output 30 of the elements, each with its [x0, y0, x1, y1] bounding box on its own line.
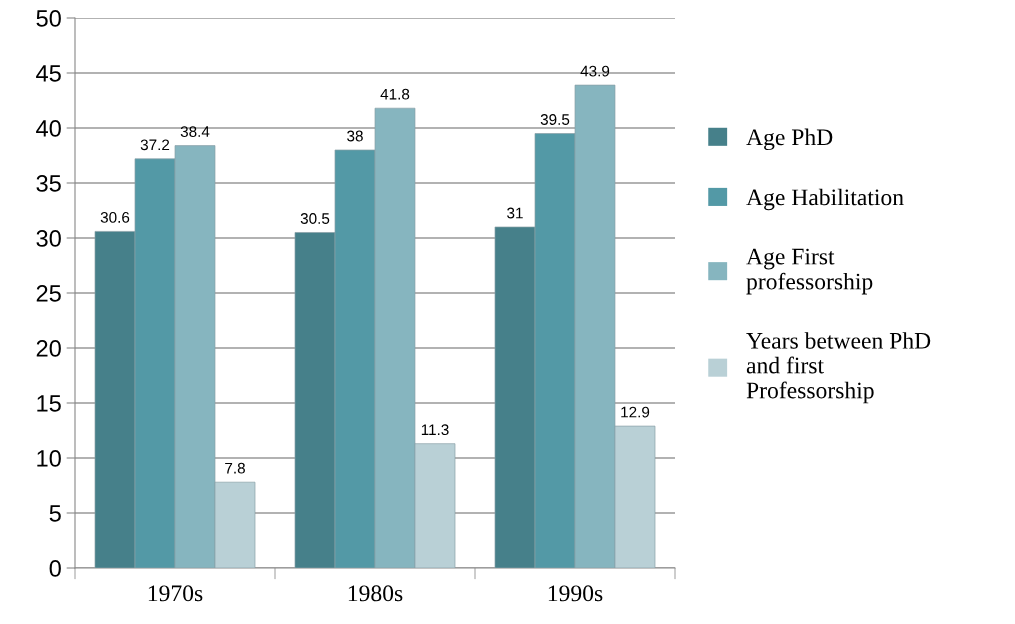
y-tick-label: 10: [37, 450, 61, 467]
legend-label: Age Habilitation: [746, 188, 904, 211]
x-tick-label: 1980s: [348, 585, 403, 602]
legend-label: Age First professorship: [746, 248, 873, 295]
data-label: 43.9: [580, 65, 610, 77]
y-tick-label: 45: [36, 65, 61, 82]
legend-label: Years between PhD and first Professorship: [746, 332, 931, 404]
data-label: 37.2: [140, 139, 170, 151]
legend-label: Age PhD: [746, 128, 833, 151]
data-label: 38.4: [180, 126, 210, 138]
y-tick-label: 20: [36, 340, 61, 357]
y-tick-label: 15: [37, 395, 61, 412]
y-tick-label: 40: [36, 120, 61, 137]
data-label: 11.3: [421, 424, 449, 436]
y-tick-label: 50: [36, 10, 61, 27]
y-tick-label: 25: [36, 285, 61, 302]
data-label: 12.9: [621, 406, 650, 418]
x-tick-label: 1970s: [148, 585, 203, 602]
y-tick-label: 35: [36, 175, 61, 192]
data-label: 31: [507, 207, 523, 219]
y-tick-label: 30: [36, 230, 61, 247]
data-label: 38: [347, 130, 363, 142]
data-label: 30.5: [300, 213, 330, 224]
data-label: 39.5: [540, 114, 570, 125]
data-label: 30.6: [100, 212, 130, 223]
y-tick-label: 0: [49, 560, 61, 577]
x-tick-label: 1990s: [548, 585, 603, 602]
data-label: 41.8: [380, 88, 410, 100]
y-tick-label: 5: [49, 505, 61, 522]
data-label: 7.8: [225, 462, 245, 474]
